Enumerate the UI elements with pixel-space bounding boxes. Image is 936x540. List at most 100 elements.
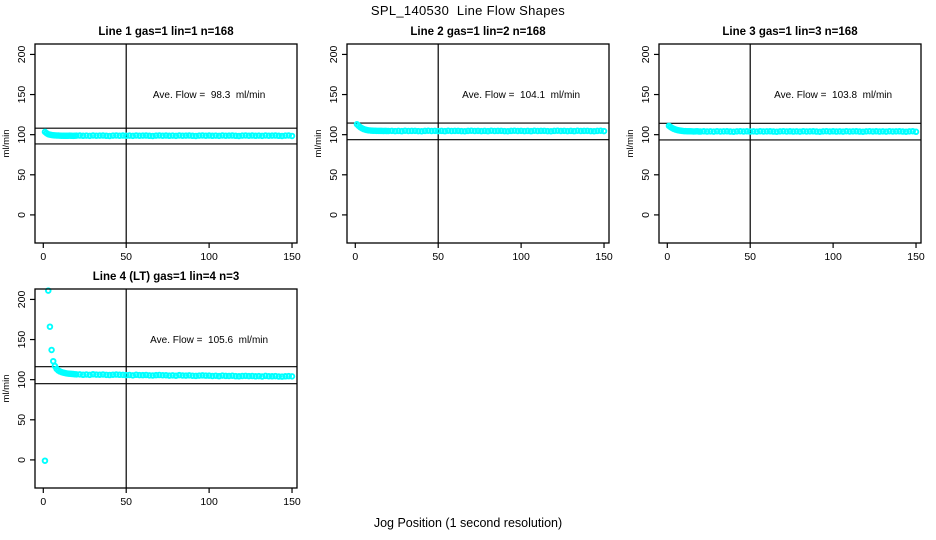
data-point [262, 372, 269, 380]
data-point [172, 372, 180, 379]
data-point [760, 128, 767, 135]
data-point [405, 127, 412, 135]
data-point [106, 371, 113, 379]
data-point [192, 372, 200, 380]
y-tick-label: 50 [328, 169, 340, 181]
data-point [176, 371, 183, 379]
data-point [272, 132, 279, 139]
subplot-title: Line 1 gas=1 lin=1 n=168 [98, 26, 234, 38]
data-point [763, 128, 771, 135]
data-point [169, 132, 176, 139]
data-point [534, 127, 541, 135]
data-point [541, 127, 548, 135]
data-point [268, 373, 276, 380]
data-point [507, 127, 515, 135]
y-axis-unit-label: ml/min [625, 130, 636, 158]
data-point [863, 128, 870, 135]
data-point [717, 128, 724, 135]
data-point [441, 127, 449, 135]
data-point [162, 372, 170, 379]
data-point [83, 371, 90, 378]
data-point [879, 128, 887, 135]
x-tick-label: 50 [744, 251, 756, 263]
data-point [560, 127, 568, 135]
y-tick-label: 200 [328, 46, 340, 64]
data-point [229, 372, 236, 379]
data-point [803, 128, 810, 135]
data-point [99, 132, 107, 139]
data-point [166, 372, 173, 379]
data-point [511, 127, 518, 134]
data-point [149, 132, 156, 140]
data-point [551, 127, 558, 135]
data-point [401, 127, 409, 134]
data-point [856, 128, 863, 135]
data-point [584, 127, 591, 135]
data-point [189, 372, 196, 379]
data-point [113, 371, 120, 378]
data-point [813, 128, 820, 135]
data-point [454, 127, 462, 135]
data-point [574, 127, 581, 134]
data-point [288, 132, 296, 140]
data-point [753, 128, 761, 135]
data-point [275, 132, 283, 140]
data-point [235, 373, 243, 380]
x-tick-label: 0 [40, 496, 46, 508]
x-tick-label: 150 [283, 251, 301, 263]
data-point [554, 127, 561, 134]
data-point [829, 128, 837, 135]
data-point [79, 371, 87, 379]
data-point [431, 127, 439, 135]
data-point [142, 132, 150, 139]
y-tick-label: 0 [16, 212, 28, 218]
data-point [730, 128, 737, 135]
data-point [425, 127, 432, 134]
data-point [103, 371, 110, 379]
data-point [152, 371, 160, 379]
data-point [580, 127, 588, 135]
data-point [122, 132, 130, 140]
y-tick-label: 150 [328, 86, 340, 104]
data-point [773, 128, 780, 135]
data-point [199, 372, 206, 379]
data-point [700, 128, 708, 135]
data-point [889, 128, 897, 135]
data-point [288, 373, 296, 380]
data-point [770, 128, 777, 135]
y-tick-label: 100 [16, 371, 28, 389]
data-point [146, 372, 153, 379]
data-point [703, 128, 711, 135]
data-point [258, 373, 266, 380]
data-point [282, 373, 289, 380]
x-tick-label: 100 [824, 251, 842, 263]
data-point [448, 127, 455, 135]
data-point [750, 128, 757, 135]
data-point [707, 128, 714, 135]
data-point [902, 128, 910, 135]
x-tick-label: 0 [352, 251, 358, 263]
data-point [242, 372, 249, 380]
data-point [793, 128, 800, 135]
data-point [93, 132, 100, 139]
data-point [255, 132, 263, 139]
data-point [478, 127, 485, 135]
data-point [132, 132, 140, 139]
data-point [491, 127, 498, 135]
data-point [83, 132, 90, 139]
data-point [468, 127, 475, 134]
data-point [444, 127, 452, 134]
data-point [275, 373, 283, 380]
data-point [710, 128, 717, 135]
data-point [713, 127, 721, 135]
x-tick-label: 0 [664, 251, 670, 263]
data-point [600, 127, 608, 135]
plot-frame [34, 43, 298, 244]
data-point [843, 127, 850, 135]
data-point [816, 128, 824, 135]
data-point [265, 372, 273, 380]
data-point [116, 371, 123, 379]
data-point [225, 372, 233, 380]
x-tick-label: 100 [200, 496, 218, 508]
